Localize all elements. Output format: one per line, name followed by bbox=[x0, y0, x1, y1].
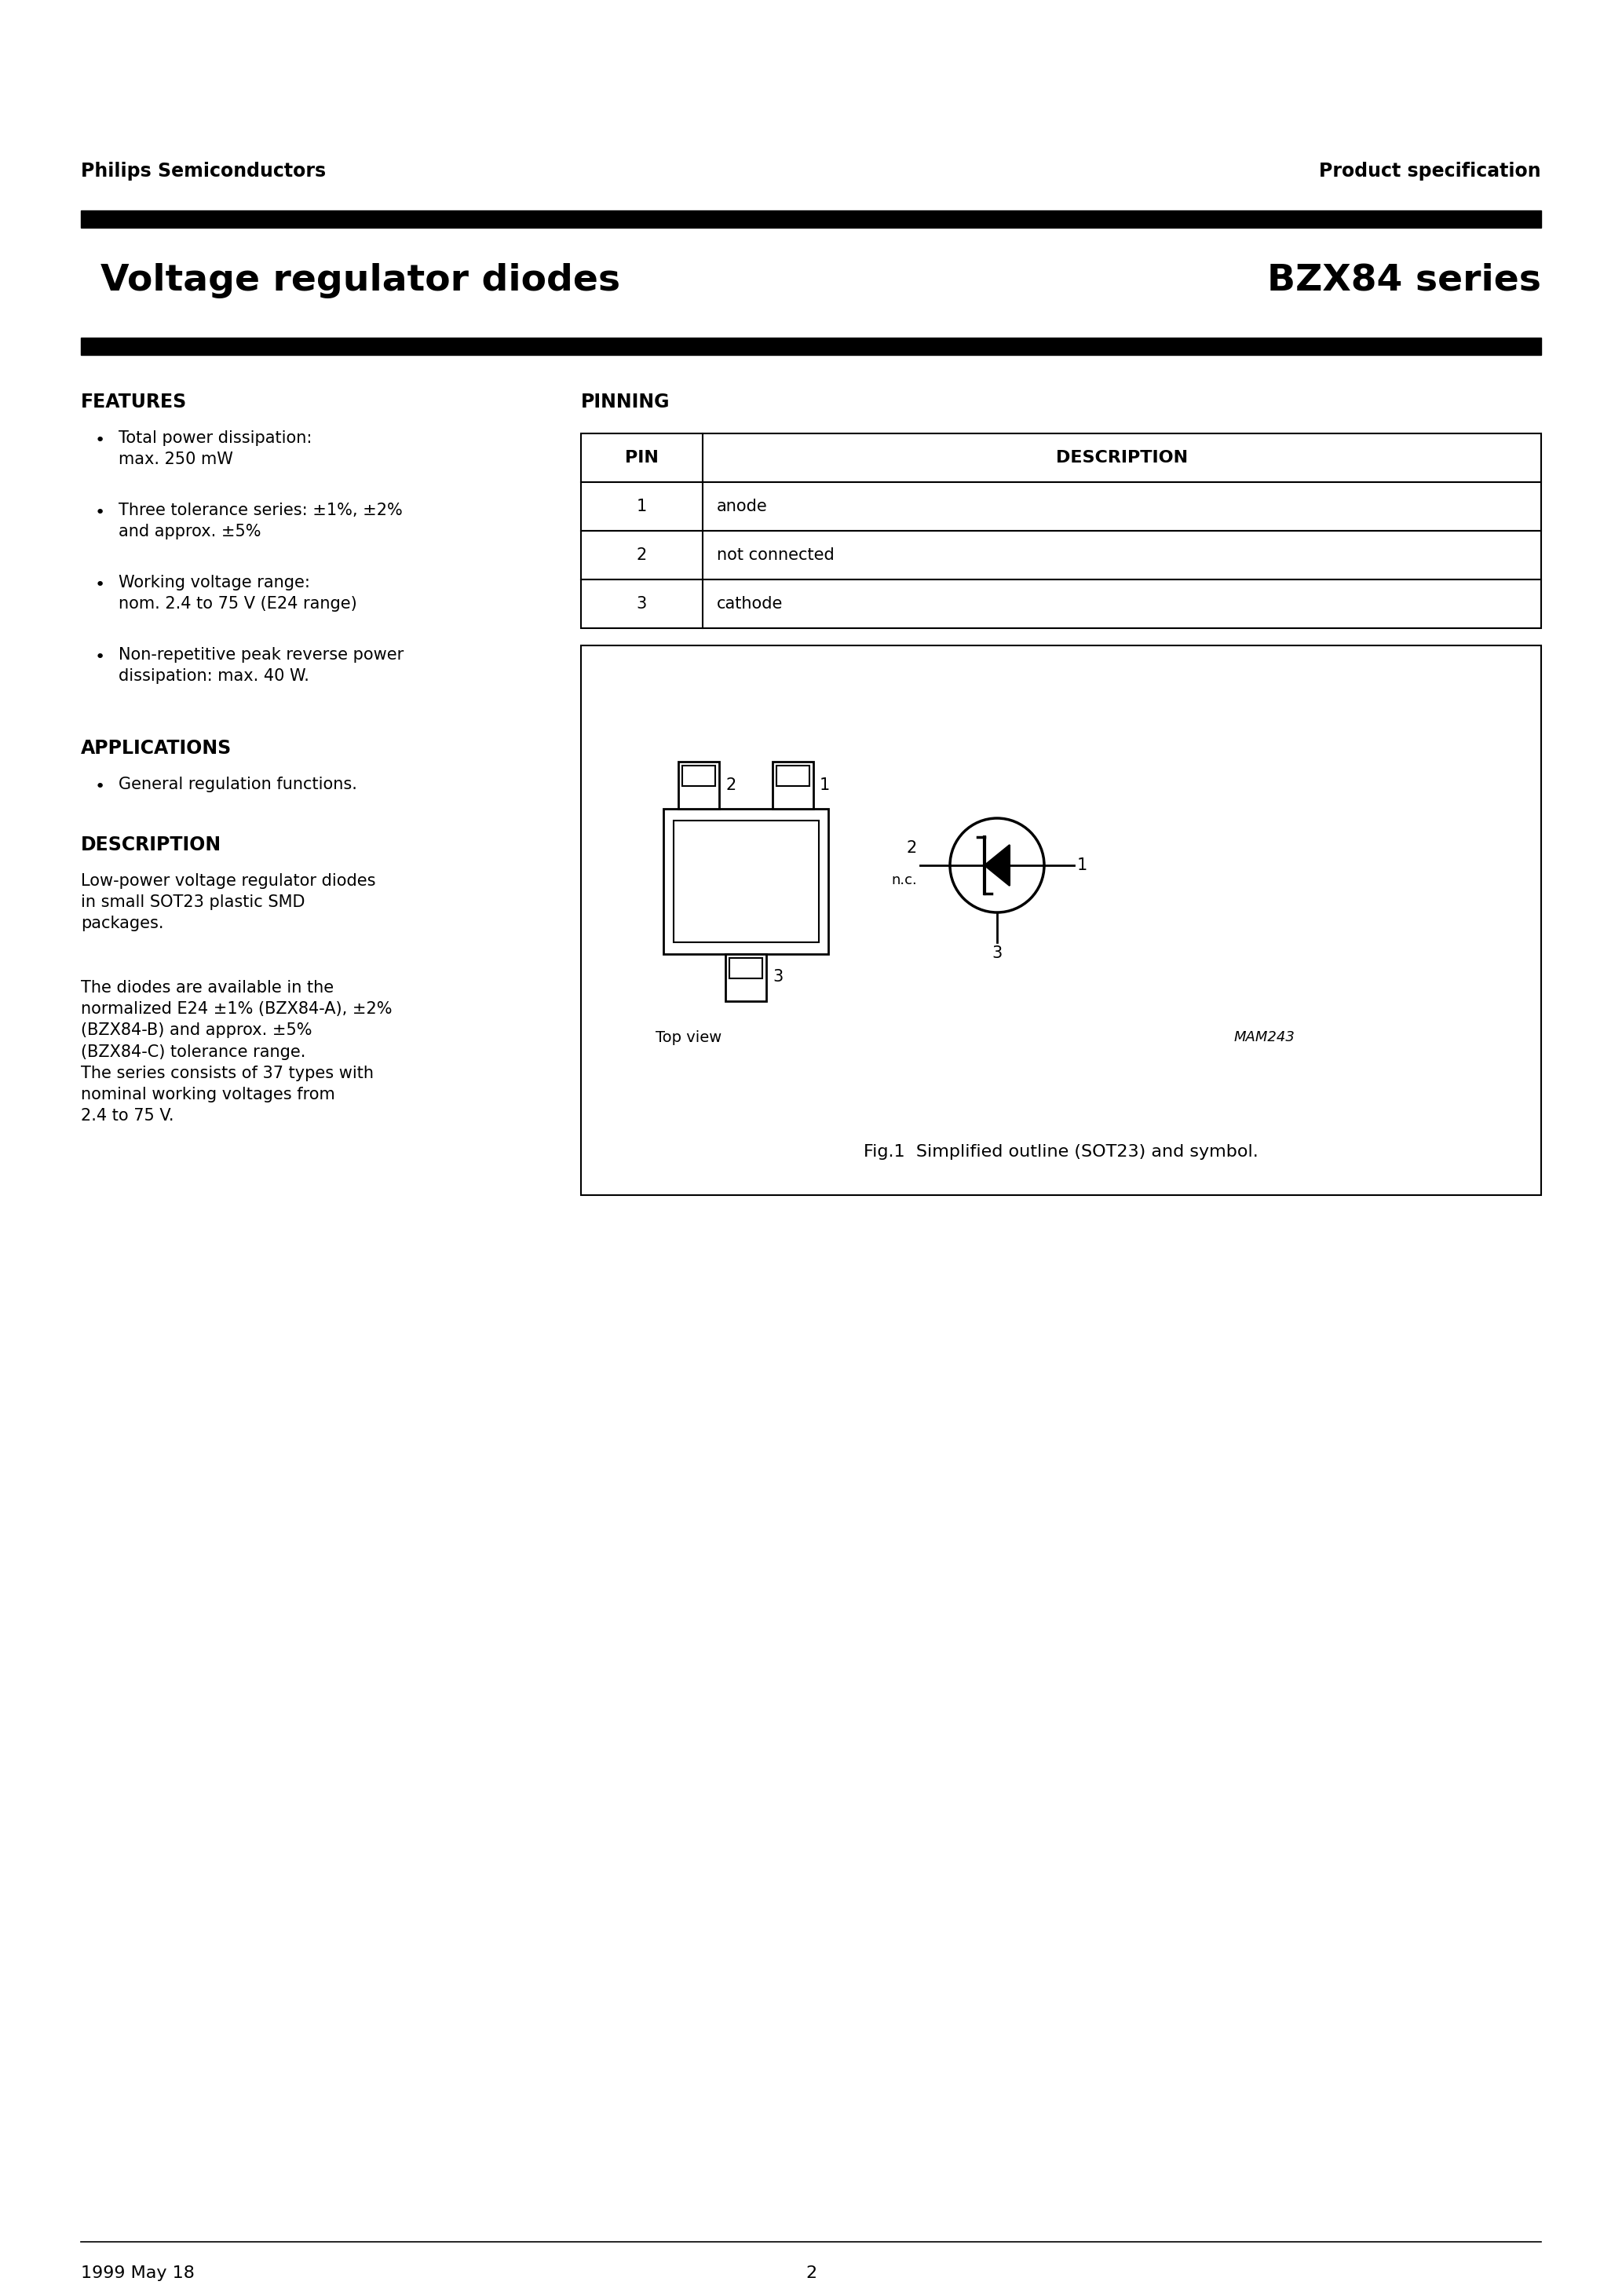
Text: FEATURES: FEATURES bbox=[81, 393, 187, 411]
Text: •: • bbox=[96, 576, 105, 592]
Text: Non-repetitive peak reverse power
dissipation: max. 40 W.: Non-repetitive peak reverse power dissip… bbox=[118, 647, 404, 684]
Text: Top view: Top view bbox=[655, 1031, 722, 1045]
Bar bbox=[683, 765, 715, 785]
Text: n.c.: n.c. bbox=[890, 872, 916, 886]
Bar bbox=[581, 645, 1541, 1196]
Text: 1999 May 18: 1999 May 18 bbox=[81, 2266, 195, 2282]
Text: Total power dissipation:
max. 250 mW: Total power dissipation: max. 250 mW bbox=[118, 429, 311, 468]
Bar bbox=[581, 579, 1541, 629]
Text: 2: 2 bbox=[806, 2266, 816, 2282]
Bar bbox=[730, 957, 762, 978]
Text: cathode: cathode bbox=[717, 597, 783, 611]
Bar bbox=[81, 211, 1541, 227]
Text: Low-power voltage regulator diodes
in small SOT23 plastic SMD
packages.: Low-power voltage regulator diodes in sm… bbox=[81, 872, 376, 932]
Text: 3: 3 bbox=[993, 946, 1002, 962]
Text: PIN: PIN bbox=[624, 450, 659, 466]
Bar bbox=[81, 338, 1541, 356]
Text: 1: 1 bbox=[819, 776, 830, 792]
Bar bbox=[663, 808, 829, 953]
Text: Philips Semiconductors: Philips Semiconductors bbox=[81, 161, 326, 181]
Text: •: • bbox=[96, 778, 105, 794]
Text: •: • bbox=[96, 432, 105, 448]
Text: Voltage regulator diodes: Voltage regulator diodes bbox=[101, 264, 620, 298]
Text: Fig.1  Simplified outline (SOT23) and symbol.: Fig.1 Simplified outline (SOT23) and sym… bbox=[863, 1143, 1259, 1159]
Bar bbox=[725, 953, 766, 1001]
Text: 1: 1 bbox=[636, 498, 647, 514]
Text: General regulation functions.: General regulation functions. bbox=[118, 776, 357, 792]
Text: PINNING: PINNING bbox=[581, 393, 670, 411]
Text: 2: 2 bbox=[907, 840, 916, 856]
Text: Product specification: Product specification bbox=[1319, 161, 1541, 181]
Bar bbox=[777, 765, 809, 785]
Text: •: • bbox=[96, 505, 105, 521]
Bar bbox=[581, 434, 1541, 482]
Bar bbox=[673, 820, 819, 941]
Bar bbox=[581, 482, 1541, 530]
Bar bbox=[581, 530, 1541, 579]
Polygon shape bbox=[985, 845, 1009, 886]
Text: 2: 2 bbox=[636, 546, 647, 563]
Text: BZX84 series: BZX84 series bbox=[1267, 264, 1541, 298]
Text: The diodes are available in the
normalized E24 ±1% (BZX84-A), ±2%
(BZX84-B) and : The diodes are available in the normaliz… bbox=[81, 980, 393, 1123]
Text: 3: 3 bbox=[772, 969, 783, 985]
Text: Working voltage range:
nom. 2.4 to 75 V (E24 range): Working voltage range: nom. 2.4 to 75 V … bbox=[118, 574, 357, 611]
Text: DESCRIPTION: DESCRIPTION bbox=[81, 836, 222, 854]
Text: •: • bbox=[96, 650, 105, 666]
Text: MAM243: MAM243 bbox=[1234, 1031, 1294, 1045]
Bar bbox=[678, 762, 719, 808]
Text: not connected: not connected bbox=[717, 546, 834, 563]
Text: APPLICATIONS: APPLICATIONS bbox=[81, 739, 232, 758]
Text: Three tolerance series: ±1%, ±2%
and approx. ±5%: Three tolerance series: ±1%, ±2% and app… bbox=[118, 503, 402, 540]
Bar bbox=[772, 762, 813, 808]
Text: 1: 1 bbox=[1077, 856, 1087, 872]
Text: 2: 2 bbox=[725, 776, 736, 792]
Text: DESCRIPTION: DESCRIPTION bbox=[1056, 450, 1187, 466]
Text: 3: 3 bbox=[636, 597, 647, 611]
Text: anode: anode bbox=[717, 498, 767, 514]
